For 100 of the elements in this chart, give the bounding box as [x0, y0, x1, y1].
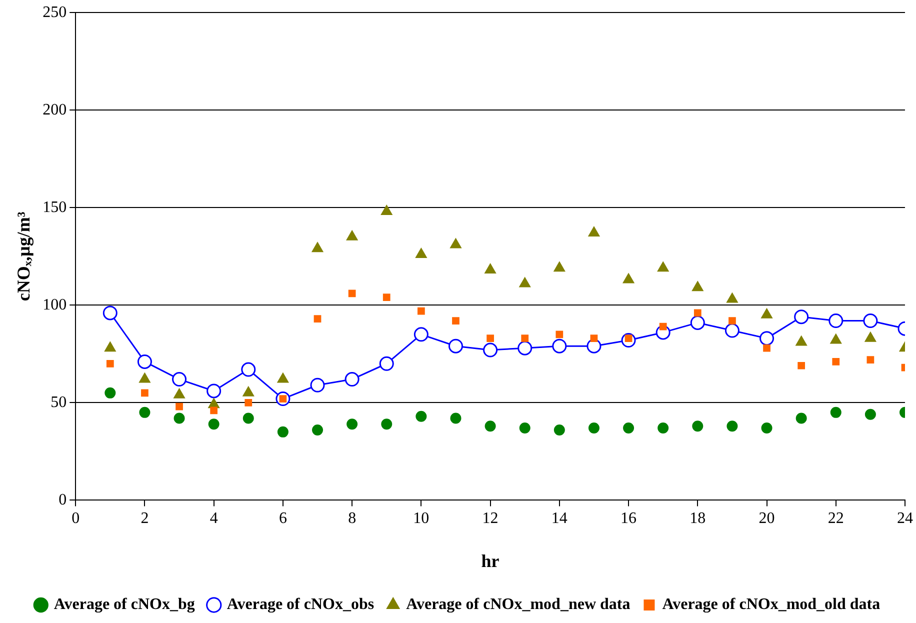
point — [622, 273, 634, 284]
point — [277, 372, 289, 383]
point — [450, 238, 462, 248]
point — [241, 362, 256, 377]
point — [450, 412, 462, 424]
x-tick-label: 0 — [72, 510, 80, 528]
point — [244, 399, 252, 406]
y-tick-label: 150 — [42, 198, 67, 216]
point — [692, 281, 704, 292]
point — [102, 306, 118, 320]
legend-label: Average of cNOx_mod_new data — [406, 596, 630, 614]
point — [659, 322, 667, 330]
point — [206, 384, 222, 398]
point — [519, 422, 530, 434]
point — [242, 412, 254, 424]
point — [174, 412, 185, 424]
point — [554, 262, 566, 272]
point — [521, 334, 529, 342]
y-tick-label: 250 — [42, 4, 67, 21]
point — [623, 422, 634, 434]
point — [415, 248, 427, 258]
y-axis-title: cNOₓ,µg/m³ — [13, 211, 34, 302]
point — [763, 344, 770, 352]
x-axis-title: hr — [481, 550, 500, 571]
point — [728, 317, 736, 324]
point — [864, 408, 876, 420]
point — [694, 309, 702, 317]
point — [761, 308, 772, 318]
point — [380, 205, 392, 216]
point — [588, 226, 600, 236]
point — [452, 317, 460, 324]
point — [448, 338, 463, 354]
point — [484, 264, 496, 274]
point — [761, 422, 772, 434]
point — [588, 422, 600, 434]
point — [726, 292, 738, 303]
point — [483, 342, 498, 358]
point — [277, 426, 288, 438]
point — [556, 330, 564, 338]
point — [208, 418, 220, 430]
x-tick-label: 18 — [690, 510, 706, 528]
point — [104, 342, 116, 352]
y-tick-label: 50 — [50, 394, 67, 411]
point — [312, 424, 324, 436]
point — [414, 327, 428, 342]
x-tick-label: 20 — [758, 510, 775, 528]
point — [518, 340, 532, 356]
x-tick-label: 10 — [413, 510, 430, 528]
point — [346, 230, 358, 240]
point — [866, 356, 874, 364]
point — [484, 420, 496, 432]
point — [690, 315, 705, 330]
y-tick-label: 100 — [42, 296, 67, 314]
legend-label: Average of cNOx_obs — [226, 596, 374, 614]
point — [314, 315, 322, 322]
point — [418, 307, 425, 315]
x-tick-label: 22 — [828, 510, 844, 528]
point — [348, 290, 356, 298]
point — [382, 294, 390, 302]
x-tick-label: 8 — [348, 510, 356, 528]
point — [796, 336, 808, 346]
x-tick-label: 4 — [210, 510, 218, 528]
point — [344, 372, 360, 387]
point — [830, 334, 842, 344]
point — [106, 360, 114, 368]
point — [310, 378, 325, 392]
point — [172, 372, 187, 387]
point — [139, 406, 150, 418]
point — [658, 422, 669, 434]
point — [657, 262, 669, 272]
x-tick-label: 14 — [551, 510, 568, 528]
x-tick-label: 12 — [482, 510, 498, 528]
point — [210, 406, 218, 414]
point — [312, 242, 324, 252]
point — [176, 402, 183, 410]
point — [379, 356, 394, 371]
x-tick-label: 2 — [140, 510, 149, 528]
point — [798, 362, 806, 370]
x-tick-label: 16 — [620, 510, 637, 528]
point — [794, 310, 809, 324]
point — [726, 420, 738, 432]
point — [760, 331, 774, 346]
point — [554, 424, 565, 436]
x-tick-label: 6 — [278, 510, 287, 528]
point — [590, 334, 598, 342]
point — [828, 314, 844, 328]
point — [796, 412, 807, 424]
point — [141, 389, 148, 397]
point — [519, 277, 531, 288]
point — [486, 334, 494, 342]
point — [381, 418, 392, 430]
x-tick-label: 24 — [897, 510, 913, 528]
point — [863, 314, 878, 328]
legend-label: Average of cNOx_mod_old data — [662, 596, 880, 614]
point — [830, 406, 842, 418]
point — [104, 387, 116, 398]
point — [864, 332, 876, 342]
point — [692, 420, 704, 432]
point — [832, 358, 840, 366]
point — [346, 418, 358, 430]
